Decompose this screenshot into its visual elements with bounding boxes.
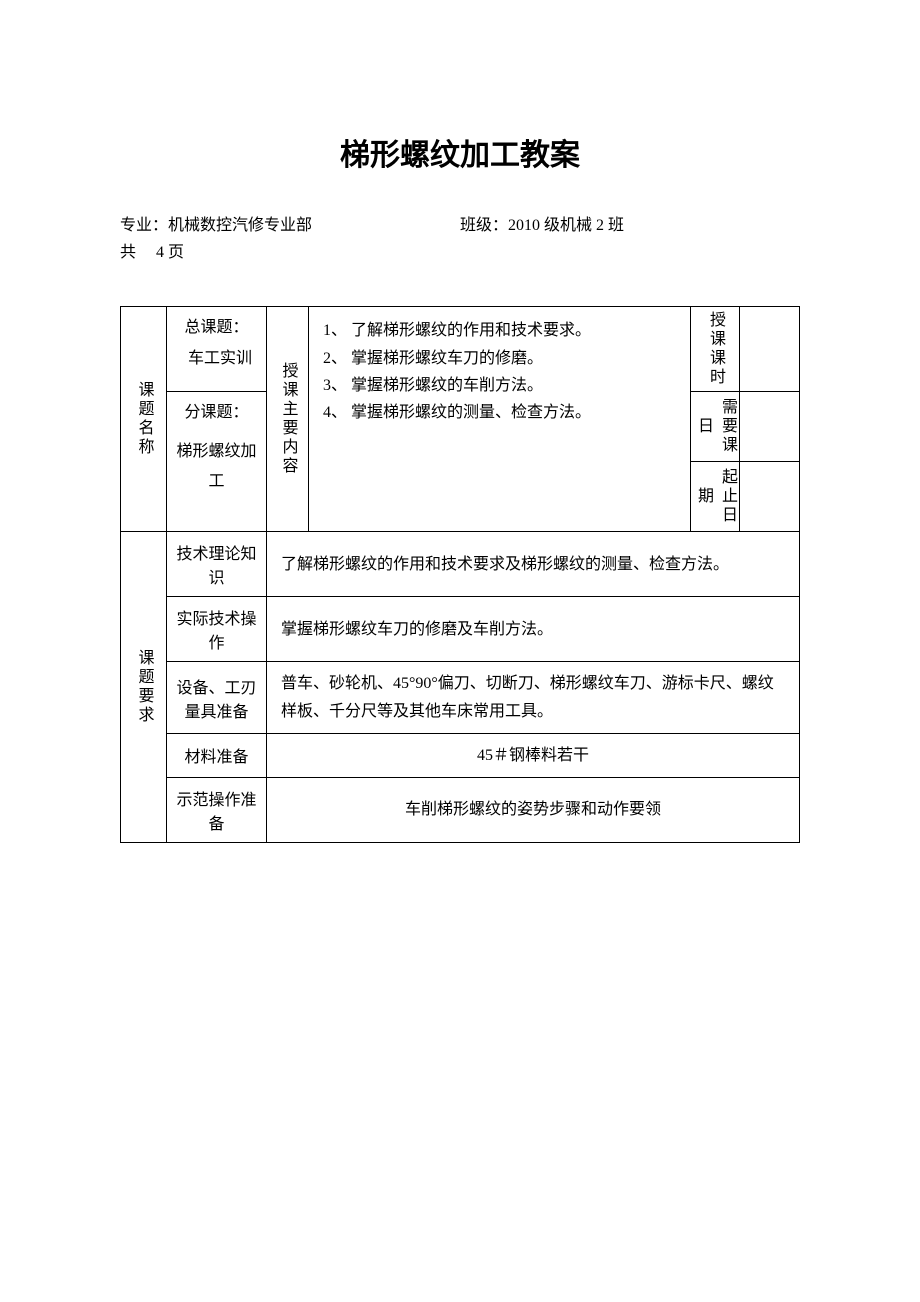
major-label: 专业：机械数控汽修专业部 [120,212,460,239]
content-line-1: 1、 了解梯形螺纹的作用和技术要求。 [323,317,676,344]
table-row: 课题要求 技术理论知识 了解梯形螺纹的作用和技术要求及梯形螺纹的测量、检查方法。 [121,532,800,597]
req-sub5-label: 示范操作准备 [167,777,267,842]
table-row: 设备、工刃量具准备 普车、砂轮机、45°90°偏刀、切断刀、梯形螺纹车刀、游标卡… [121,662,800,733]
main-topic-label: 总课题： [175,313,258,343]
table-row: 示范操作准备 车削梯形螺纹的姿势步骤和动作要领 [121,777,800,842]
page-prefix: 共 [120,244,136,261]
req-sub3-content: 普车、砂轮机、45°90°偏刀、切断刀、梯形螺纹车刀、游标卡尺、螺纹样板、千分尺… [267,662,800,733]
content-label-cell: 授课主要内容 [267,307,309,532]
side-value-days [740,392,800,462]
content-line-4: 4、 掌握梯形螺纹的测量、检查方法。 [323,399,676,426]
main-topic-cell: 总课题： 车工实训 [167,307,267,392]
req-sub3-label: 设备、工刃量具准备 [167,662,267,733]
header-line-2: 共 4 页 [120,239,820,266]
sub-topic-value: 梯形螺纹加工 [175,437,258,498]
sub-topic-cell: 分课题： 梯形螺纹加工 [167,392,267,532]
side-label-hours: 授课课时 [691,307,740,392]
req-sub2-content: 掌握梯形螺纹车刀的修磨及车削方法。 [267,597,800,662]
content-label-text: 授课主要内容 [276,358,300,480]
side-value-hours [740,307,800,392]
main-content-cell: 1、 了解梯形螺纹的作用和技术要求。 2、 掌握梯形螺纹车刀的修磨。 3、 掌握… [309,307,691,532]
side-label-days-text: 需要课日 [691,392,739,461]
class-label: 班级：2010 级机械 2 班 [460,212,624,239]
row-label-topic-name: 课题名称 [121,307,167,532]
req-sub2-label: 实际技术操作 [167,597,267,662]
sub-topic-label: 分课题： [175,398,258,428]
table-row: 实际技术操作 掌握梯形螺纹车刀的修磨及车削方法。 [121,597,800,662]
document-title: 梯形螺纹加工教案 [100,130,820,174]
side-label-dates: 起止日期 [691,462,740,532]
header-line-1: 专业：机械数控汽修专业部 班级：2010 级机械 2 班 [120,212,820,239]
req-sub5-content: 车削梯形螺纹的姿势步骤和动作要领 [267,777,800,842]
main-topic-value: 车工实训 [175,344,258,374]
req-sub1-label: 技术理论知识 [167,532,267,597]
row-label-text: 课题名称 [132,377,156,461]
side-label-days: 需要课日 [691,392,740,462]
table-row: 材料准备 45＃钢棒料若干 [121,733,800,777]
req-sub4-label: 材料准备 [167,733,267,777]
header-info: 专业：机械数控汽修专业部 班级：2010 级机械 2 班 共 4 页 [100,212,820,266]
content-line-3: 3、 掌握梯形螺纹的车削方法。 [323,372,676,399]
side-value-dates [740,462,800,532]
req-sub1-content: 了解梯形螺纹的作用和技术要求及梯形螺纹的测量、检查方法。 [267,532,800,597]
req-sub4-content: 45＃钢棒料若干 [267,733,800,777]
row-label-req-text: 课题要求 [132,645,156,729]
side-label-hours-text: 授课课时 [703,307,727,391]
content-line-2: 2、 掌握梯形螺纹车刀的修磨。 [323,345,676,372]
page-count: 4 页 [156,244,184,261]
lesson-plan-table: 课题名称 总课题： 车工实训 授课主要内容 1、 了解梯形螺纹的作用和技术要求。… [120,306,800,843]
row-label-requirements: 课题要求 [121,532,167,843]
side-label-dates-text: 起止日期 [691,462,739,531]
